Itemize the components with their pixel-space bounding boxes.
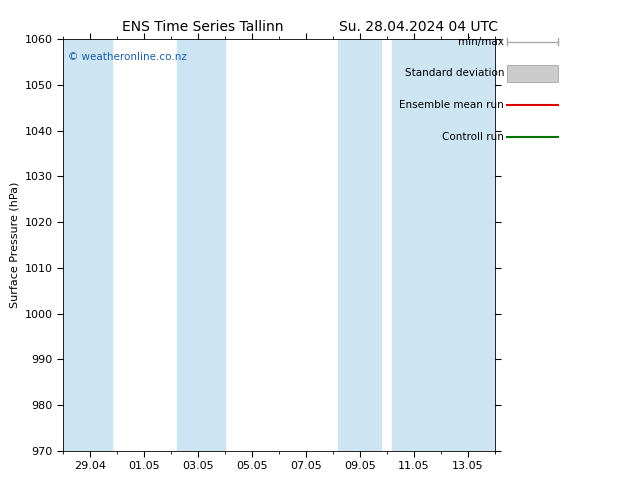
Text: ENS Time Series Tallinn: ENS Time Series Tallinn [122, 20, 283, 34]
Text: Controll run: Controll run [442, 132, 504, 142]
Bar [176, 39, 225, 451]
Text: Standard deviation: Standard deviation [404, 69, 504, 78]
Bar [392, 39, 495, 451]
Bar [63, 39, 112, 451]
Text: min/max: min/max [458, 37, 504, 47]
Y-axis label: Surface Pressure (hPa): Surface Pressure (hPa) [10, 182, 19, 308]
Text: Su. 28.04.2024 04 UTC: Su. 28.04.2024 04 UTC [339, 20, 498, 34]
Text: © weatheronline.co.nz: © weatheronline.co.nz [68, 51, 186, 62]
Text: Ensemble mean run: Ensemble mean run [399, 100, 504, 110]
Bar [339, 39, 382, 451]
